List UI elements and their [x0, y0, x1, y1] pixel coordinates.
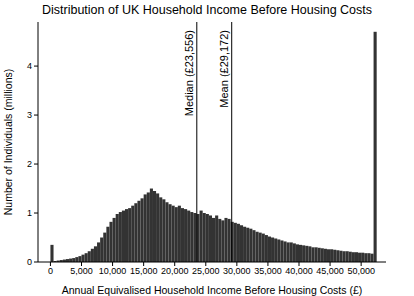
svg-text:3: 3 — [27, 110, 32, 120]
svg-text:1: 1 — [27, 208, 32, 218]
svg-text:25,000: 25,000 — [192, 266, 220, 276]
svg-text:35,000: 35,000 — [254, 266, 282, 276]
svg-text:4: 4 — [27, 61, 32, 71]
svg-text:Median (£23,556): Median (£23,556) — [183, 30, 195, 116]
svg-text:Number of Individuals (million: Number of Individuals (millions) — [8, 69, 14, 215]
svg-text:2: 2 — [27, 159, 32, 169]
svg-text:Annual Equivalised Household I: Annual Equivalised Household Income Befo… — [62, 284, 363, 296]
svg-text:15,000: 15,000 — [130, 266, 158, 276]
html-text:Distribution of UK Household I: Distribution of UK Household Income Befo… — [42, 3, 372, 17]
svg-text:40,000: 40,000 — [285, 266, 313, 276]
svg-text:30,000: 30,000 — [223, 266, 251, 276]
svg-text:0: 0 — [27, 257, 32, 267]
svg-text:10,000: 10,000 — [99, 266, 127, 276]
svg-text:5,000: 5,000 — [70, 266, 93, 276]
svg-text:Mean (£29,172): Mean (£29,172) — [218, 30, 230, 108]
svg-text:0: 0 — [48, 266, 53, 276]
svg-text:45,000: 45,000 — [316, 266, 344, 276]
svg-text:20,000: 20,000 — [161, 266, 189, 276]
svg-text:50,000: 50,000 — [347, 266, 375, 276]
